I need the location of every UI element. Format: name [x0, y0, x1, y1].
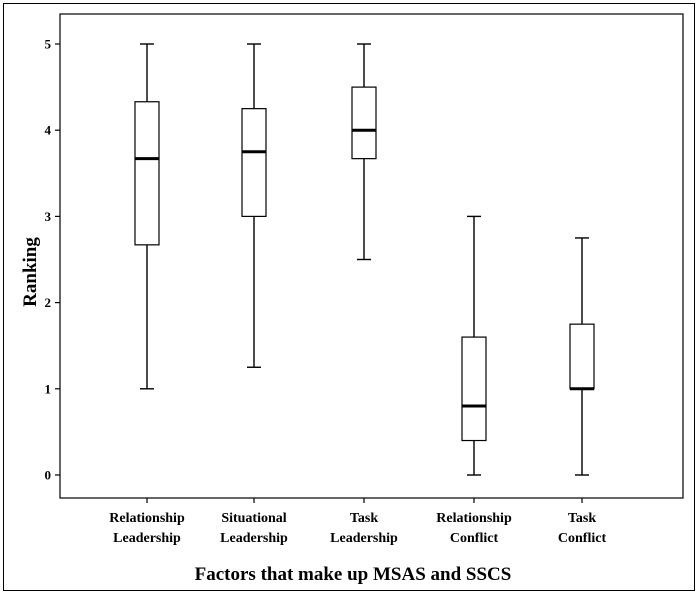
box-2: [241, 43, 267, 368]
iqr-box: [569, 323, 595, 390]
y-axis: 0 1 2 3 4 5: [45, 37, 60, 483]
x-category-label: Situational: [221, 511, 286, 526]
y-tick-label: 3: [45, 209, 52, 224]
box-5: [569, 237, 595, 476]
iqr-box: [351, 86, 377, 160]
x-category-label: Leadership: [330, 531, 398, 546]
y-axis-title: Ranking: [20, 237, 41, 307]
x-axis-title: Factors that make up MSAS and SSCS: [195, 564, 512, 585]
iqr-box: [241, 108, 267, 218]
y-tick-label: 5: [45, 37, 52, 52]
x-category-label: Relationship: [109, 511, 185, 526]
figure-frame: [3, 3, 695, 591]
box-1: [134, 43, 160, 390]
box-3: [351, 43, 377, 261]
x-category-label: Leadership: [220, 531, 288, 546]
x-category-label: Conflict: [558, 531, 607, 546]
x-category-label: Relationship: [436, 511, 512, 526]
box-4: [461, 215, 487, 476]
y-tick-label: 1: [45, 381, 52, 396]
x-category-label: Task: [350, 511, 379, 526]
x-axis: Relationship Leadership Situational Leaders…: [109, 498, 606, 546]
y-tick-label: 0: [45, 468, 52, 483]
y-tick-label: 4: [45, 123, 52, 138]
box-series: [134, 43, 595, 476]
plot-area: [59, 13, 684, 499]
y-tick-label: 2: [45, 295, 52, 310]
x-category-label: Leadership: [113, 531, 181, 546]
x-category-label: Task: [568, 511, 597, 526]
iqr-box: [134, 101, 160, 246]
iqr-box: [461, 336, 487, 442]
x-category-label: Conflict: [450, 531, 499, 546]
